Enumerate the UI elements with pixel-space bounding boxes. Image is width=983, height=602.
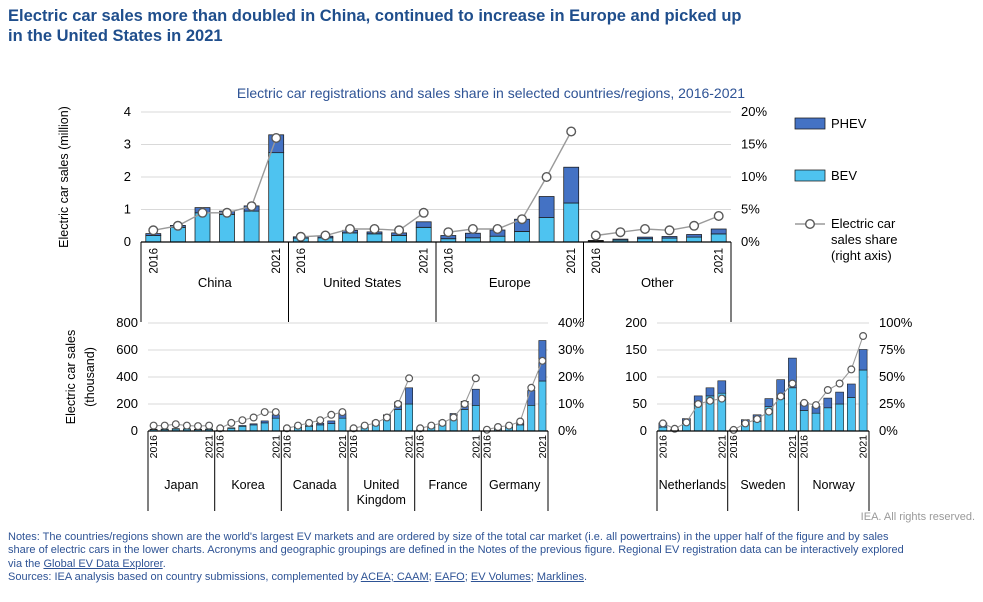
svg-text:10%: 10% xyxy=(558,396,584,411)
svg-text:Canada: Canada xyxy=(293,478,337,492)
svg-text:0%: 0% xyxy=(879,423,898,438)
svg-text:2016: 2016 xyxy=(728,435,740,459)
svg-text:15%: 15% xyxy=(741,137,767,152)
svg-text:Other: Other xyxy=(641,275,674,290)
svg-text:3: 3 xyxy=(124,137,131,152)
svg-text:2016: 2016 xyxy=(799,435,811,459)
svg-text:Korea: Korea xyxy=(231,478,264,492)
svg-text:Europe: Europe xyxy=(489,275,531,290)
svg-text:China: China xyxy=(198,275,233,290)
svg-text:200: 200 xyxy=(116,396,138,411)
svg-text:0: 0 xyxy=(131,423,138,438)
svg-text:Germany: Germany xyxy=(489,478,541,492)
svg-text:40%: 40% xyxy=(558,315,584,330)
svg-text:Electric car registrations and: Electric car registrations and sales sha… xyxy=(237,85,745,101)
svg-text:2021: 2021 xyxy=(858,435,870,459)
svg-text:2021: 2021 xyxy=(787,435,799,459)
svg-text:2021: 2021 xyxy=(714,248,726,274)
svg-text:2016: 2016 xyxy=(348,435,360,459)
svg-text:(thousand): (thousand) xyxy=(83,347,97,407)
svg-text:20%: 20% xyxy=(741,104,767,119)
svg-text:(right axis): (right axis) xyxy=(831,248,892,263)
svg-text:75%: 75% xyxy=(879,342,905,357)
svg-text:1: 1 xyxy=(124,202,131,217)
svg-text:2016: 2016 xyxy=(415,435,427,459)
svg-text:150: 150 xyxy=(625,342,647,357)
svg-text:2016: 2016 xyxy=(657,435,669,459)
svg-text:5%: 5% xyxy=(741,202,760,217)
svg-text:0%: 0% xyxy=(558,423,577,438)
svg-text:Japan: Japan xyxy=(164,478,198,492)
svg-text:2021: 2021 xyxy=(271,248,283,274)
svg-text:30%: 30% xyxy=(558,342,584,357)
svg-text:PHEV: PHEV xyxy=(831,116,867,131)
svg-text:20%: 20% xyxy=(558,369,584,384)
svg-text:50%: 50% xyxy=(879,369,905,384)
svg-text:200: 200 xyxy=(625,315,647,330)
svg-text:France: France xyxy=(429,478,468,492)
svg-text:2016: 2016 xyxy=(215,435,227,459)
svg-text:600: 600 xyxy=(116,342,138,357)
svg-text:2016: 2016 xyxy=(281,435,293,459)
svg-text:4: 4 xyxy=(124,104,131,119)
svg-text:0: 0 xyxy=(640,423,647,438)
svg-text:Norway: Norway xyxy=(813,478,856,492)
svg-text:50: 50 xyxy=(633,396,647,411)
svg-text:2016: 2016 xyxy=(148,248,160,274)
svg-text:2016: 2016 xyxy=(148,435,160,459)
svg-text:2021: 2021 xyxy=(337,435,349,459)
svg-text:Netherlands: Netherlands xyxy=(659,478,726,492)
svg-text:25%: 25% xyxy=(879,396,905,411)
svg-text:United States: United States xyxy=(323,275,402,290)
svg-text:Electric car sales: Electric car sales xyxy=(64,330,78,424)
svg-text:10%: 10% xyxy=(741,169,767,184)
svg-text:2016: 2016 xyxy=(296,248,308,274)
svg-text:2016: 2016 xyxy=(443,248,455,274)
svg-text:2016: 2016 xyxy=(481,435,493,459)
svg-text:2021: 2021 xyxy=(566,248,578,274)
svg-text:0: 0 xyxy=(124,234,131,249)
svg-text:2: 2 xyxy=(124,169,131,184)
svg-text:Kingdom: Kingdom xyxy=(357,493,406,507)
svg-text:100: 100 xyxy=(625,369,647,384)
svg-text:2016: 2016 xyxy=(591,248,603,274)
svg-text:sales share: sales share xyxy=(831,232,897,247)
svg-text:2021: 2021 xyxy=(537,435,549,459)
svg-text:United: United xyxy=(363,478,399,492)
svg-text:0%: 0% xyxy=(741,234,760,249)
svg-text:2021: 2021 xyxy=(419,248,431,274)
svg-text:BEV: BEV xyxy=(831,168,857,183)
svg-text:2021: 2021 xyxy=(716,435,728,459)
svg-text:Electric car: Electric car xyxy=(831,216,896,231)
svg-text:800: 800 xyxy=(116,315,138,330)
svg-text:Sweden: Sweden xyxy=(740,478,785,492)
svg-text:Electric car sales (million): Electric car sales (million) xyxy=(57,106,71,248)
svg-text:100%: 100% xyxy=(879,315,913,330)
svg-text:400: 400 xyxy=(116,369,138,384)
